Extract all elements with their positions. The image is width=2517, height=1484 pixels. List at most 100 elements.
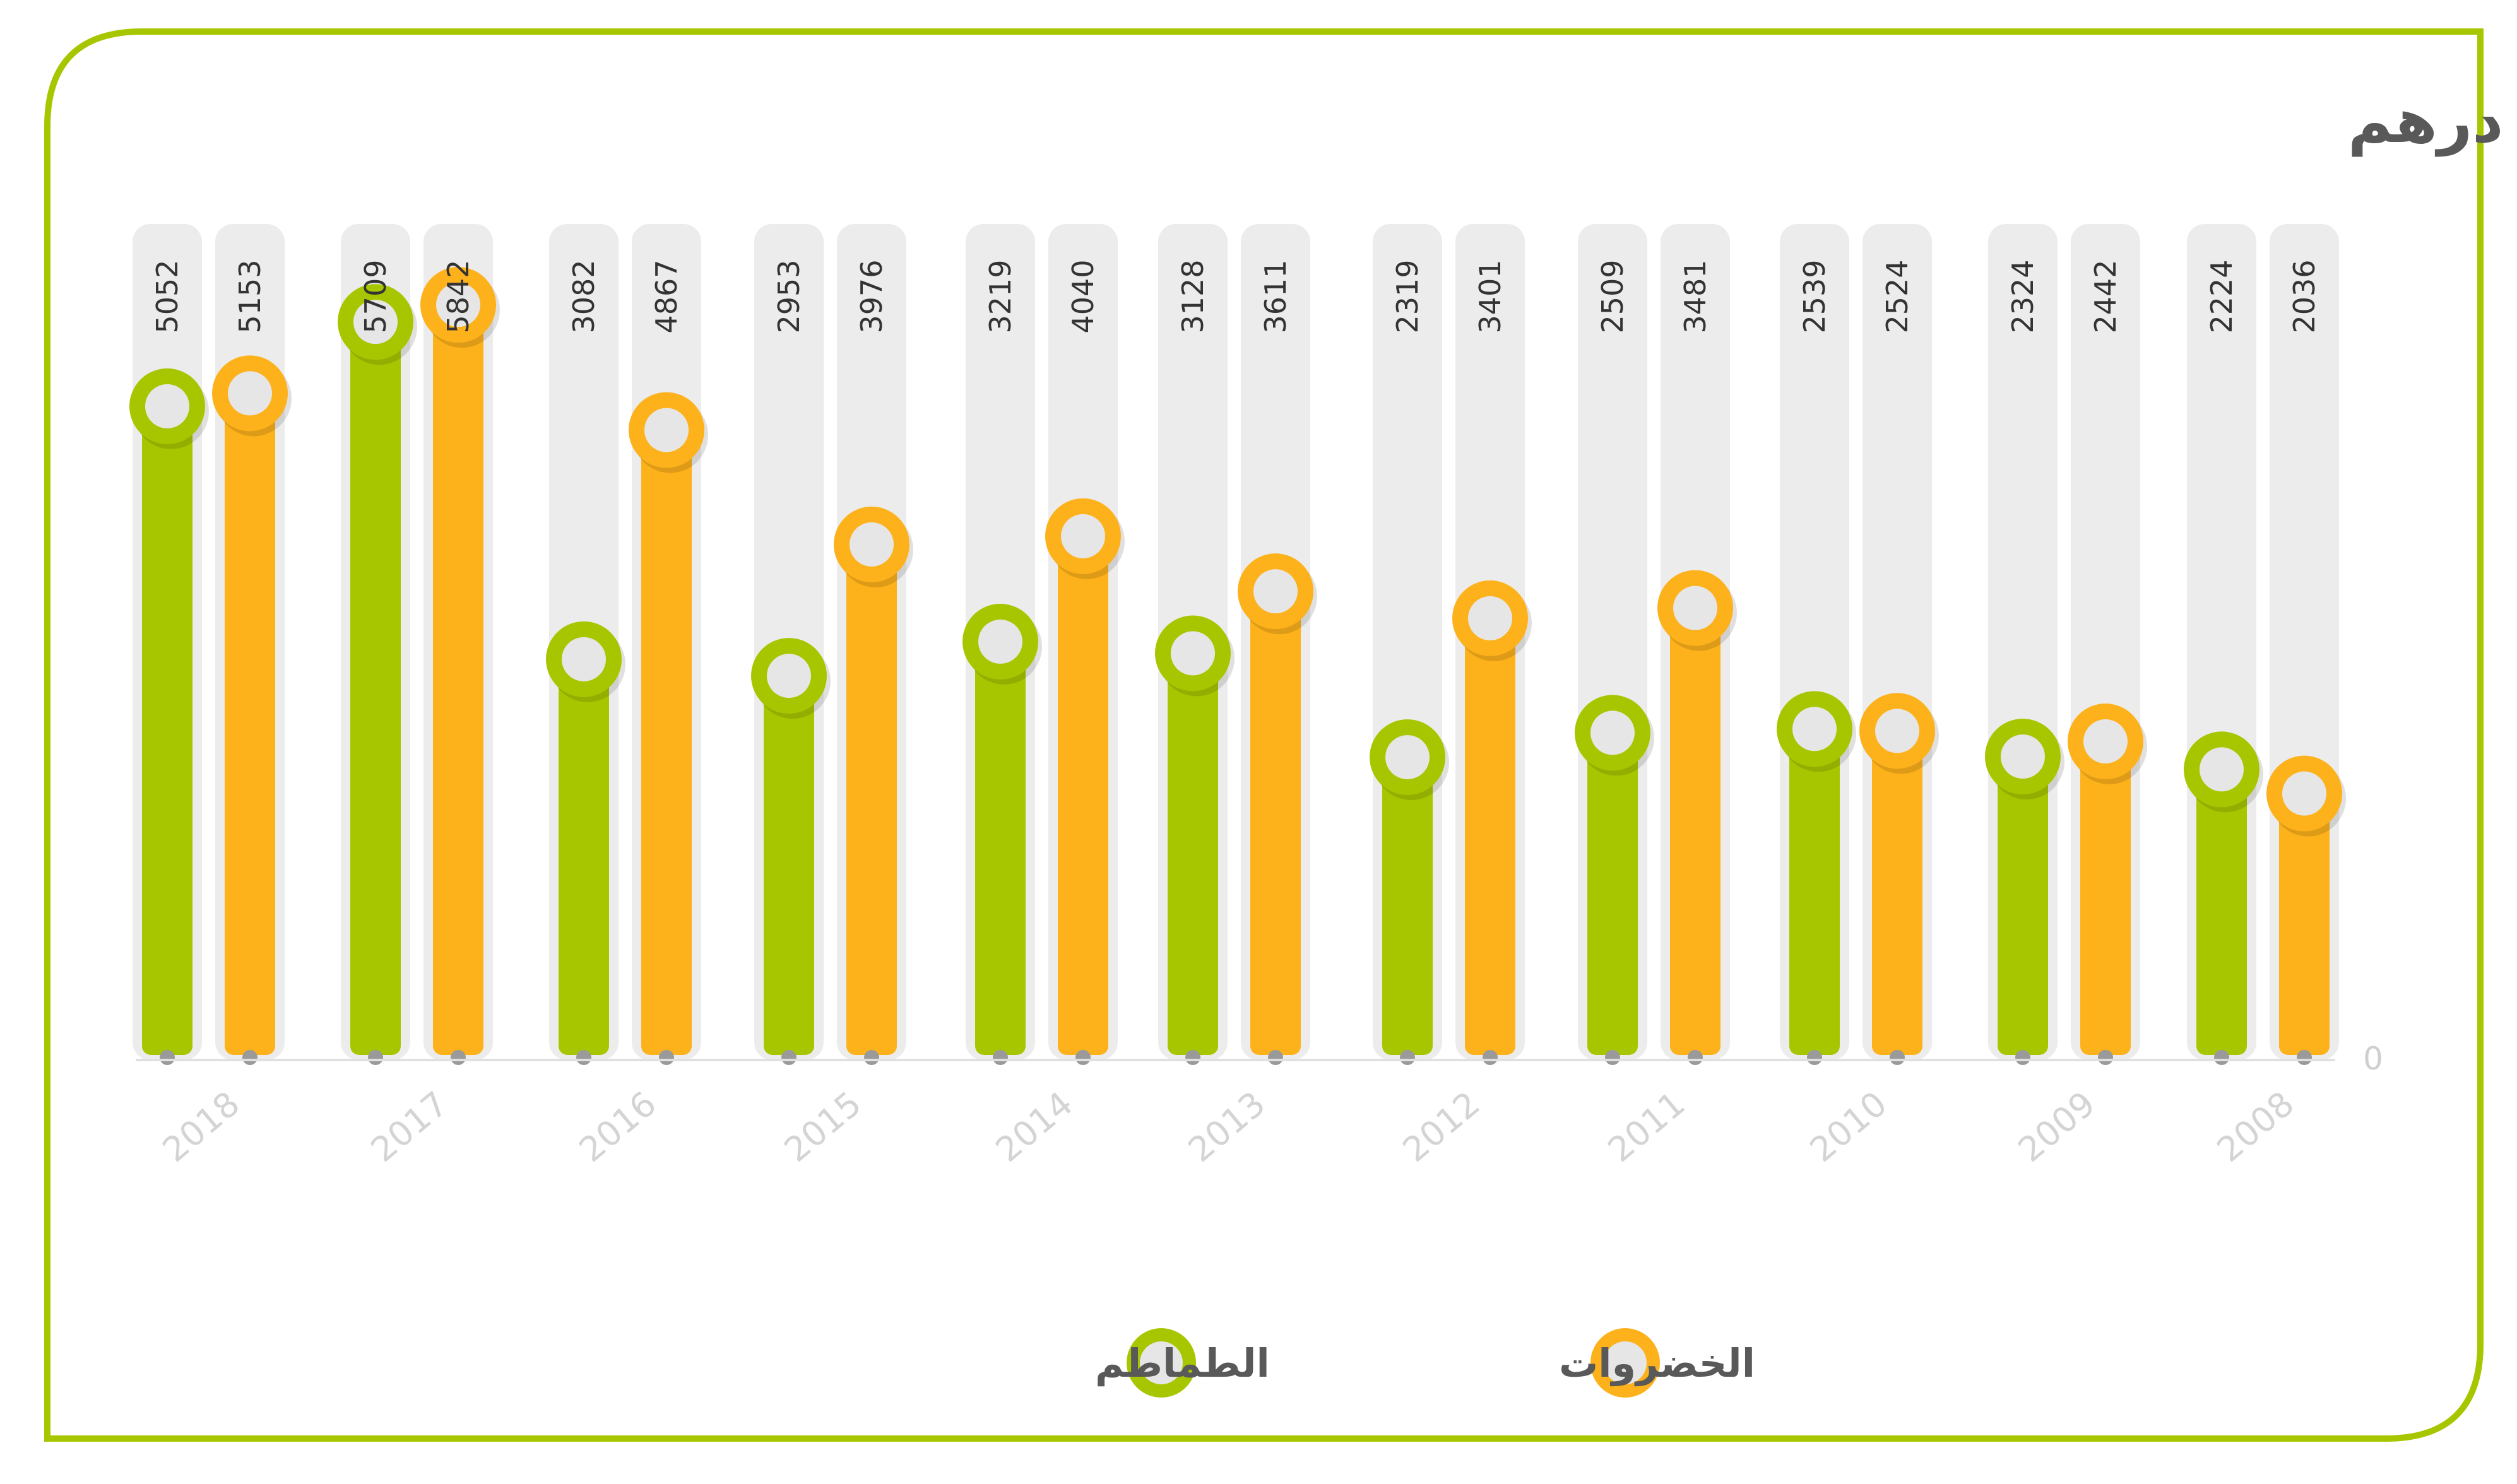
bar-tomatoes-2012 bbox=[1382, 757, 1433, 1055]
bar-base-dot-vegetables-2013 bbox=[1268, 1050, 1283, 1065]
legend: الخضروات الطماطم bbox=[1095, 1324, 1755, 1401]
bar-base-dot-tomatoes-2013 bbox=[1185, 1050, 1200, 1065]
bar-vegetables-2012 bbox=[1465, 618, 1515, 1055]
data-label-vegetables-2009: 2442 bbox=[2088, 259, 2123, 333]
bar-base-dot-tomatoes-2017 bbox=[368, 1050, 383, 1065]
bar-base-dot-tomatoes-2014 bbox=[993, 1050, 1008, 1065]
marker-inner-tomatoes-2008 bbox=[2200, 747, 2244, 792]
bar-base-dot-vegetables-2018 bbox=[242, 1050, 258, 1065]
marker-inner-tomatoes-2018 bbox=[145, 384, 189, 428]
data-label-tomatoes-2008: 2224 bbox=[2205, 259, 2239, 333]
marker-inner-tomatoes-2017 bbox=[353, 300, 398, 344]
bar-vegetables-2015 bbox=[846, 544, 897, 1055]
data-label-vegetables-2018: 5153 bbox=[233, 259, 267, 333]
bar-base-dot-vegetables-2017 bbox=[451, 1050, 466, 1065]
marker-inner-vegetables-2010 bbox=[1875, 709, 1919, 753]
marker-inner-tomatoes-2011 bbox=[1590, 710, 1635, 755]
bar-base-dot-vegetables-2014 bbox=[1075, 1050, 1091, 1065]
marker-inner-tomatoes-2012 bbox=[1385, 735, 1430, 780]
bar-tomatoes-2018 bbox=[142, 406, 192, 1056]
y-zero-label: 0 bbox=[2363, 1040, 2383, 1077]
bar-vegetables-2014 bbox=[1058, 536, 1108, 1055]
bar-tomatoes-2009 bbox=[1998, 757, 2048, 1055]
bar-tomatoes-2011 bbox=[1587, 733, 1638, 1055]
chart-border bbox=[44, 28, 2484, 1442]
data-label-tomatoes-2017: 5709 bbox=[358, 259, 393, 333]
x-tick-label-2009: 2009 bbox=[2011, 1084, 2103, 1170]
marker-inner-tomatoes-2010 bbox=[1792, 707, 1837, 751]
bar-tomatoes-2017 bbox=[350, 322, 401, 1055]
x-tick-label-2013: 2013 bbox=[1181, 1084, 1273, 1170]
data-label-tomatoes-2013: 3128 bbox=[1176, 259, 1210, 333]
data-label-tomatoes-2018: 5052 bbox=[150, 259, 184, 333]
data-label-vegetables-2008: 2036 bbox=[2287, 259, 2321, 333]
bar-vegetables-2009 bbox=[2080, 741, 2131, 1055]
marker-inner-tomatoes-2009 bbox=[2001, 734, 2045, 779]
data-label-tomatoes-2012: 2319 bbox=[1390, 259, 1424, 333]
data-label-vegetables-2017: 5842 bbox=[441, 259, 475, 333]
marker-inner-vegetables-2015 bbox=[850, 522, 894, 567]
bar-base-dot-vegetables-2015 bbox=[864, 1050, 879, 1065]
marker-inner-vegetables-2011 bbox=[1673, 586, 1717, 630]
bar-vegetables-2010 bbox=[1872, 731, 1922, 1055]
marker-inner-vegetables-2014 bbox=[1061, 514, 1105, 558]
data-label-vegetables-2013: 3611 bbox=[1258, 259, 1293, 333]
bar-vegetables-2017 bbox=[433, 305, 483, 1055]
x-tick-label-2011: 2011 bbox=[1601, 1084, 1693, 1170]
data-label-vegetables-2012: 3401 bbox=[1473, 259, 1507, 333]
marker-inner-vegetables-2017 bbox=[436, 283, 480, 327]
marker-inner-vegetables-2008 bbox=[2282, 771, 2326, 816]
legend-vegetables-label: الخضروات bbox=[1559, 1340, 1755, 1386]
bar-vegetables-2013 bbox=[1250, 591, 1301, 1055]
bar-base-dot-tomatoes-2010 bbox=[1807, 1050, 1822, 1065]
x-tick-label-2018: 2018 bbox=[155, 1084, 247, 1170]
chart-title: قيمة الصادرات بالمليون درهم bbox=[2348, 86, 2517, 157]
bar-base-dot-vegetables-2011 bbox=[1688, 1050, 1703, 1065]
marker-inner-tomatoes-2014 bbox=[978, 619, 1022, 664]
data-label-tomatoes-2009: 2324 bbox=[2006, 259, 2040, 333]
marker-inner-vegetables-2016 bbox=[644, 408, 689, 452]
data-label-vegetables-2010: 2524 bbox=[1880, 259, 1914, 333]
bar-tomatoes-2013 bbox=[1168, 653, 1218, 1055]
bar-base-dot-vegetables-2009 bbox=[2098, 1050, 2113, 1065]
marker-inner-tomatoes-2016 bbox=[562, 637, 606, 681]
bar-vegetables-2008 bbox=[2279, 793, 2330, 1055]
legend-vegetables-marker-inner bbox=[1604, 1341, 1647, 1384]
bars-group: 5052 5153 5709 5842 3082 4867 2953 3976 3219 4040… bbox=[129, 224, 2346, 1065]
bar-tomatoes-2015 bbox=[764, 676, 814, 1055]
x-tick-label-2014: 2014 bbox=[988, 1084, 1081, 1170]
data-label-vegetables-2016: 4867 bbox=[649, 259, 684, 333]
bar-tomatoes-2016 bbox=[559, 659, 609, 1055]
marker-inner-tomatoes-2015 bbox=[767, 654, 811, 698]
x-tick-label-2012: 2012 bbox=[1395, 1084, 1488, 1170]
marker-inner-vegetables-2018 bbox=[228, 371, 272, 416]
marker-inner-vegetables-2012 bbox=[1468, 596, 1512, 640]
bar-base-dot-tomatoes-2008 bbox=[2214, 1050, 2229, 1065]
bar-base-dot-vegetables-2012 bbox=[1483, 1050, 1498, 1065]
x-tick-label-2015: 2015 bbox=[777, 1084, 869, 1170]
bar-tomatoes-2014 bbox=[975, 641, 1026, 1055]
data-label-tomatoes-2015: 2953 bbox=[772, 259, 806, 333]
bar-vegetables-2011 bbox=[1670, 608, 1720, 1055]
data-label-tomatoes-2011: 2509 bbox=[1596, 259, 1630, 333]
year-labels: 2018 2017 2016 2015 2014 2013 2012 2011 2010 2009… bbox=[155, 1084, 2302, 1170]
legend-vegetables: الخضروات bbox=[1559, 1324, 1755, 1401]
x-tick-label-2016: 2016 bbox=[572, 1084, 664, 1170]
marker-inner-tomatoes-2013 bbox=[1171, 631, 1215, 676]
bar-tomatoes-2008 bbox=[2196, 769, 2247, 1055]
x-tick-label-2017: 2017 bbox=[364, 1084, 456, 1170]
bar-vegetables-2016 bbox=[641, 430, 692, 1055]
data-label-vegetables-2015: 3976 bbox=[855, 259, 889, 333]
bar-base-dot-tomatoes-2009 bbox=[2015, 1050, 2030, 1065]
marker-inner-vegetables-2009 bbox=[2083, 719, 2128, 764]
bar-vegetables-2018 bbox=[225, 393, 275, 1055]
bar-base-dot-tomatoes-2011 bbox=[1605, 1050, 1620, 1065]
data-label-vegetables-2014: 4040 bbox=[1066, 259, 1100, 333]
bar-base-dot-vegetables-2016 bbox=[659, 1050, 674, 1065]
data-label-tomatoes-2010: 2539 bbox=[1797, 259, 1832, 333]
bar-base-dot-vegetables-2008 bbox=[2297, 1050, 2312, 1065]
bar-base-dot-tomatoes-2012 bbox=[1400, 1050, 1415, 1065]
data-label-tomatoes-2016: 3082 bbox=[567, 259, 601, 333]
data-label-tomatoes-2014: 3219 bbox=[983, 259, 1017, 333]
